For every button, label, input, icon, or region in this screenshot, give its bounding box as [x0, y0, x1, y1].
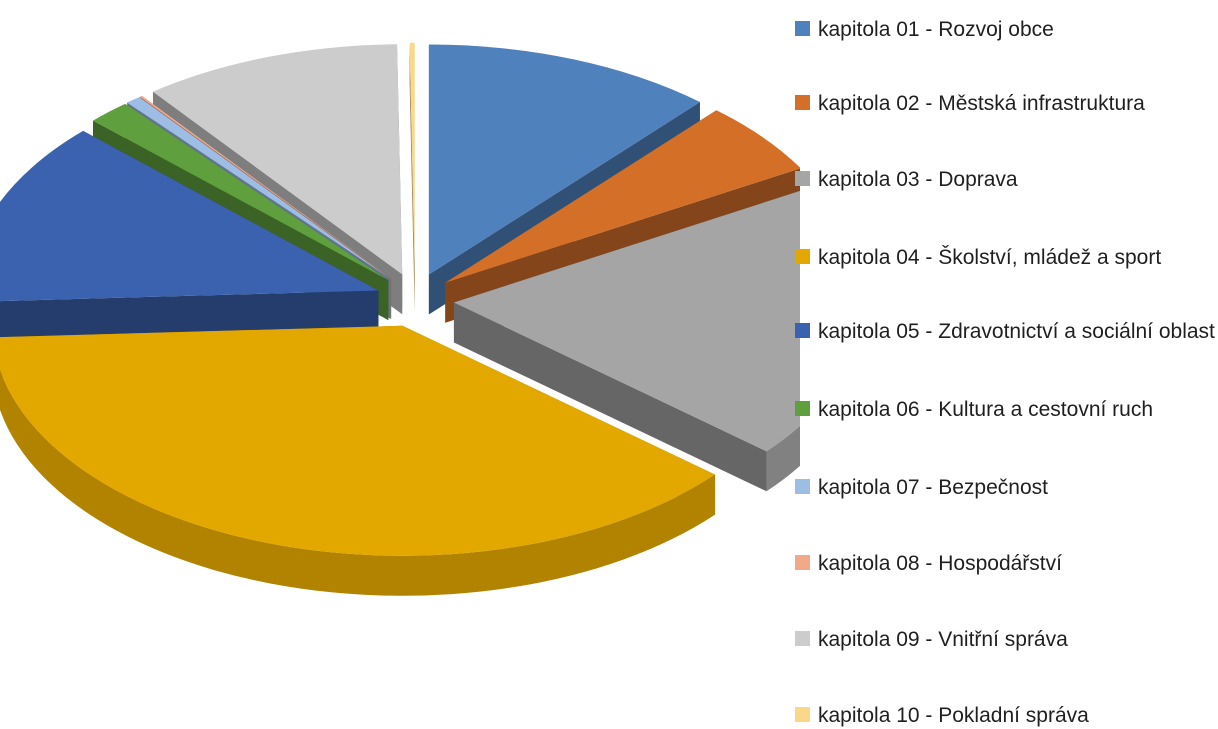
legend-swatch-06	[795, 401, 810, 416]
legend-swatch-05	[795, 323, 810, 338]
legend-item-03: kapitola 03 - Doprava	[795, 166, 1218, 194]
legend-item-10: kapitola 10 - Pokladní správa	[795, 702, 1218, 729]
pie-slice-wall	[409, 42, 415, 313]
legend-swatch-03	[795, 171, 810, 186]
legend-label-03: kapitola 03 - Doprava	[818, 168, 1018, 191]
pie-slice-05	[0, 130, 379, 342]
legend-item-01: kapitola 01 - Rozvoj obce	[795, 16, 1218, 44]
pie-slice-04	[0, 325, 716, 596]
pie-slice-top	[409, 42, 415, 273]
legend-label-05: kapitola 05 - Zdravotnictví a sociální o…	[818, 320, 1215, 343]
legend-swatch-02	[795, 95, 810, 110]
pie-slice-top	[445, 110, 800, 283]
pie-slice-top	[0, 130, 379, 302]
legend-swatch-10	[795, 707, 810, 722]
pie-slice-top	[127, 97, 391, 279]
pie-slice-10	[409, 42, 415, 313]
pie-slice-wall	[453, 302, 767, 492]
legend-item-06: kapitola 06 - Kultura a cestovní ruch	[795, 396, 1218, 424]
legend-item-09: kapitola 09 - Vnitřní správa	[795, 626, 1218, 654]
pie-slice-rim	[766, 425, 800, 492]
legend-swatch-01	[795, 21, 810, 36]
pie-slice-top	[0, 325, 716, 556]
pie-slice-top	[453, 190, 800, 452]
legend-label-09: kapitola 09 - Vnitřní správa	[818, 628, 1068, 651]
legend: kapitola 01 - Rozvoj obce kapitola 02 - …	[795, 0, 1218, 729]
legend-swatch-09	[795, 631, 810, 646]
legend-label-08: kapitola 08 - Hospodářství	[818, 552, 1062, 575]
legend-swatch-08	[795, 555, 810, 570]
pie-slice-03	[453, 190, 800, 492]
legend-label-04: kapitola 04 - Školství, mládež a sport	[818, 246, 1162, 269]
legend-item-07: kapitola 07 - Bezpečnost	[795, 474, 1218, 502]
pie-slice-top	[152, 44, 403, 275]
pie-slice-top	[139, 95, 392, 279]
legend-label-07: kapitola 07 - Bezpečnost	[818, 476, 1048, 499]
pie-slice-rim	[0, 369, 716, 596]
legend-item-04: kapitola 04 - Školství, mládež a sport	[795, 244, 1218, 272]
legend-swatch-07	[795, 479, 810, 494]
legend-item-05: kapitola 05 - Zdravotnictví a sociální o…	[795, 318, 1218, 346]
legend-label-06: kapitola 06 - Kultura a cestovní ruch	[818, 398, 1154, 421]
pie-slice-top	[92, 103, 389, 281]
legend-swatch-04	[795, 249, 810, 264]
legend-label-02: kapitola 02 - Městská infrastruktura	[818, 92, 1145, 115]
legend-label-01: kapitola 01 - Rozvoj obce	[818, 18, 1054, 41]
pie-slice-wall	[0, 290, 379, 342]
legend-item-02: kapitola 02 - Městská infrastruktura	[795, 90, 1218, 118]
pie-slice-top	[428, 44, 700, 275]
legend-label-10: kapitola 10 - Pokladní správa	[818, 704, 1089, 727]
pie-chart	[0, 42, 800, 596]
legend-item-08: kapitola 08 - Hospodářství	[795, 550, 1218, 578]
